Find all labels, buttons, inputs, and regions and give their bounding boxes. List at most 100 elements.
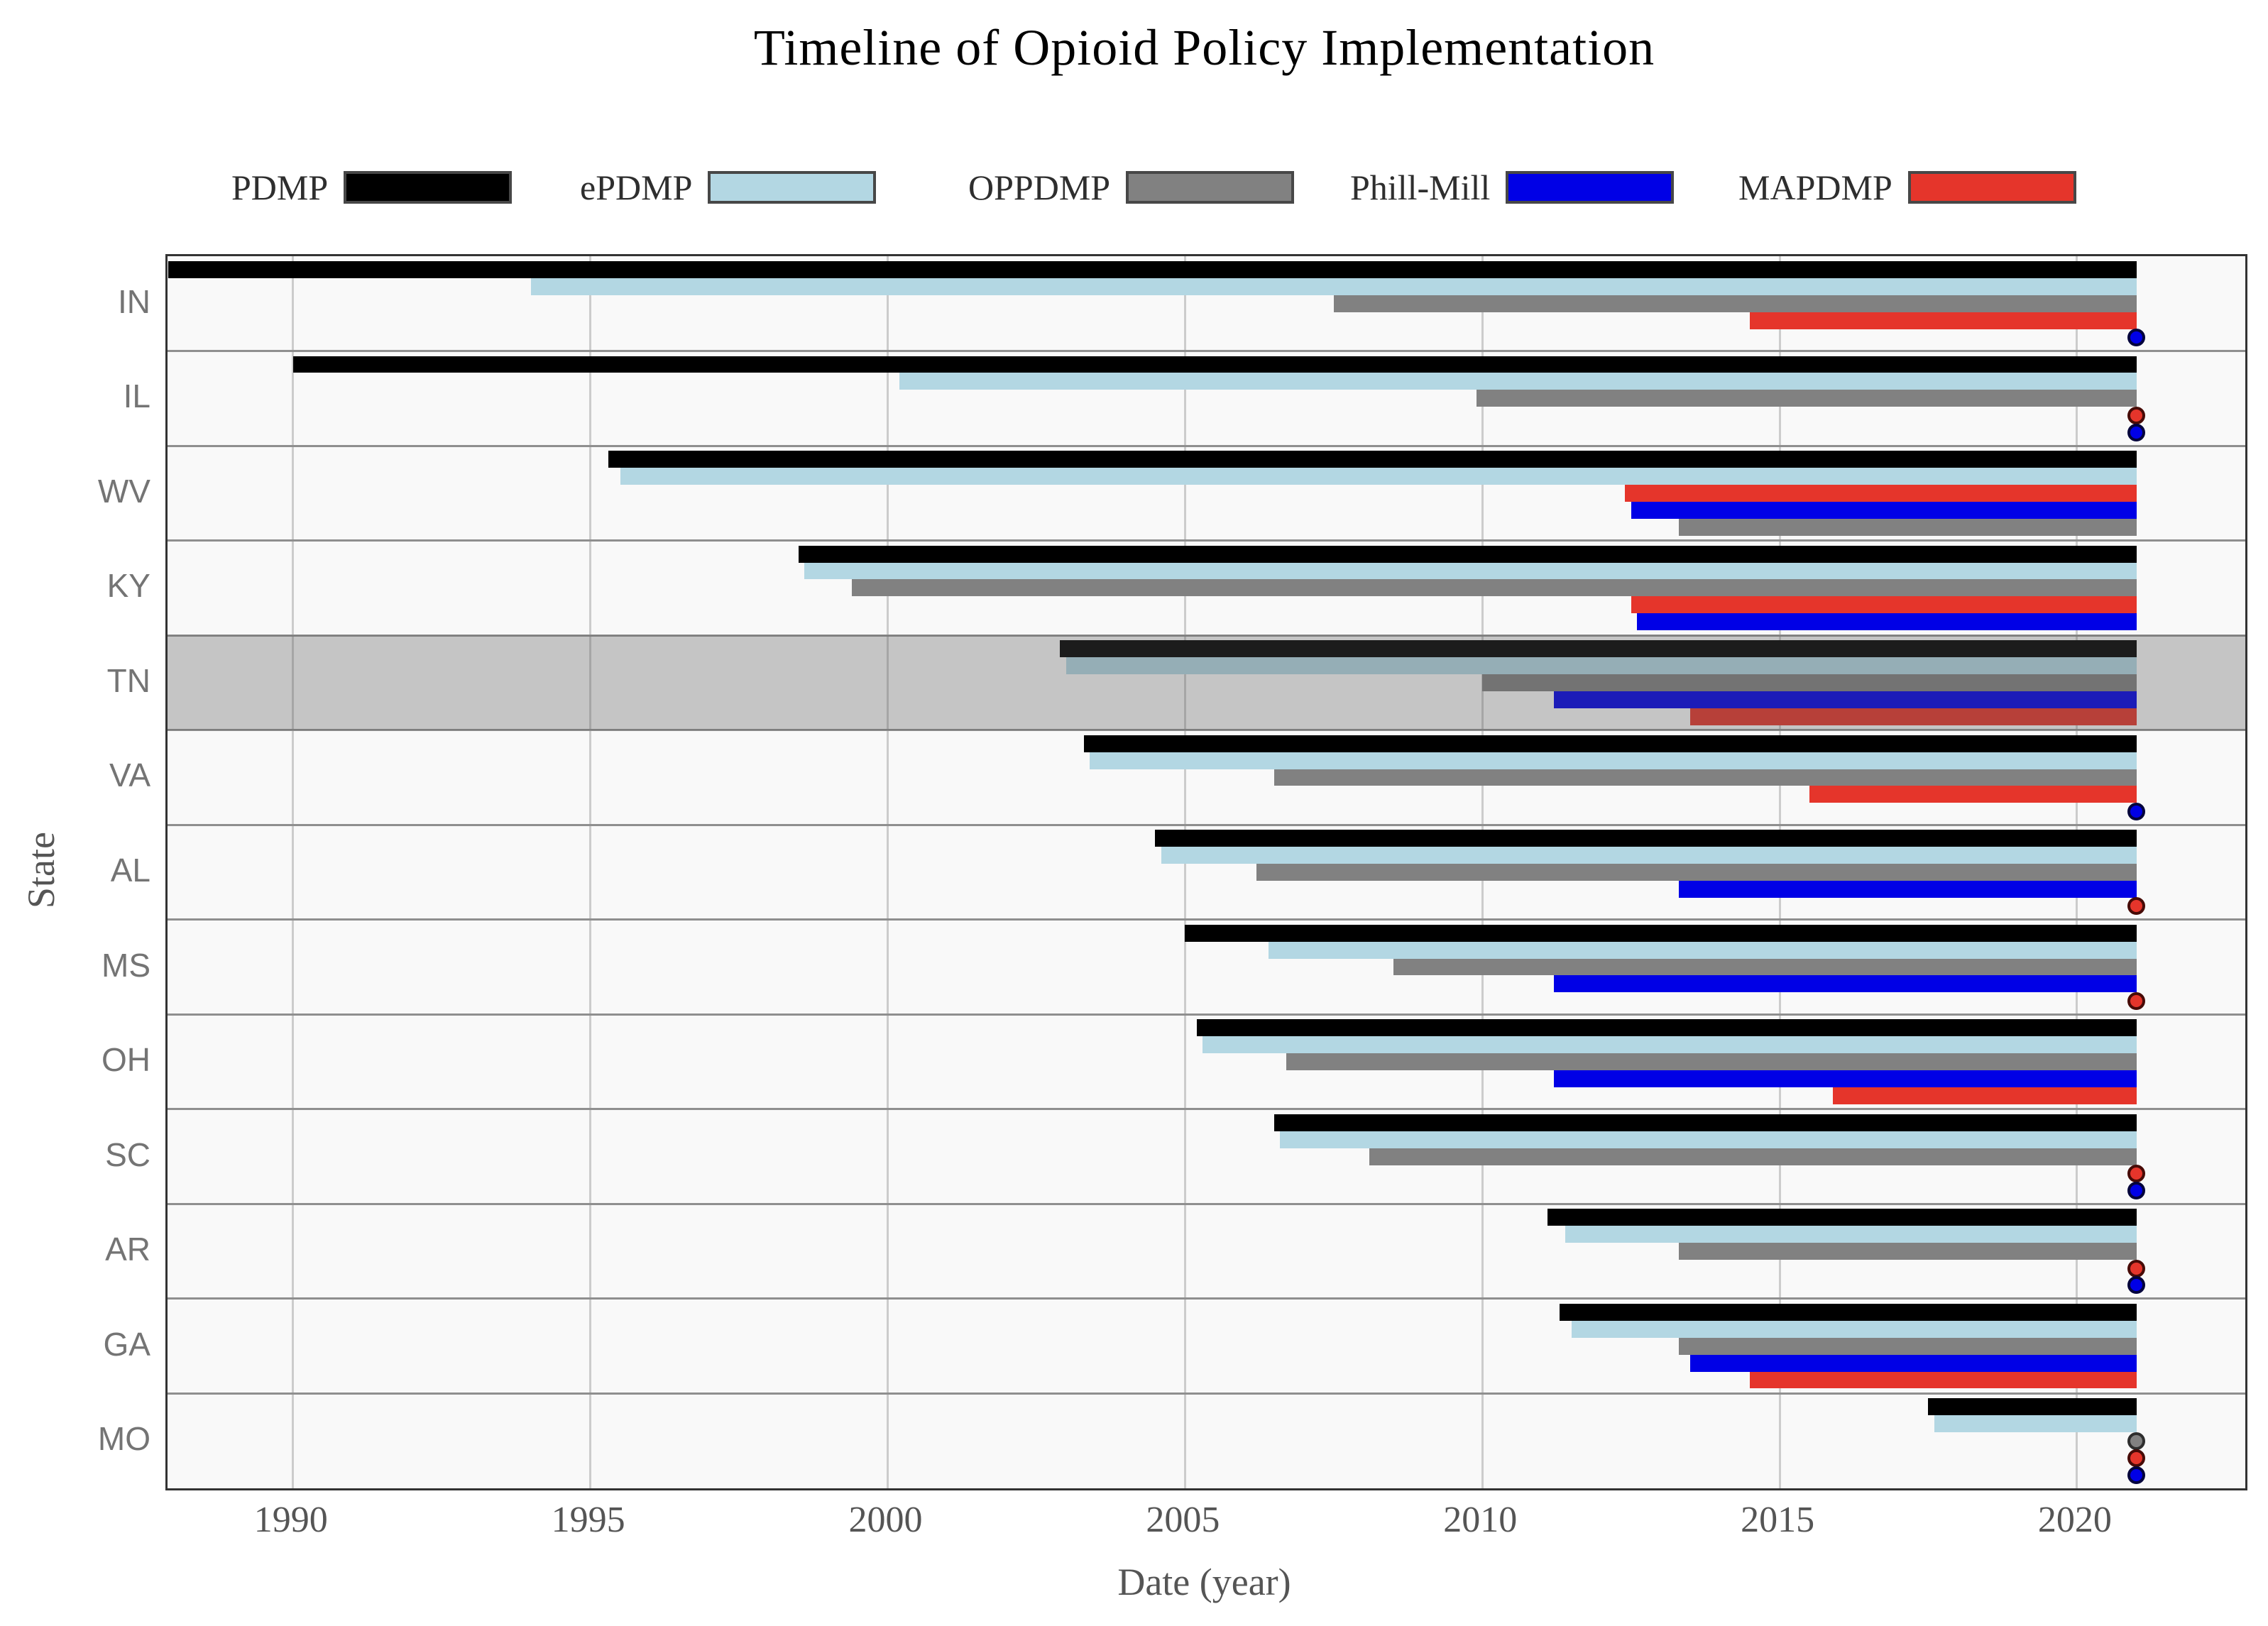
row-separator	[168, 634, 2245, 637]
bar-WV-Phill-Mill[interactable]	[1631, 501, 2137, 519]
row-separator	[168, 823, 2245, 826]
bar-WV-MAPDMP[interactable]	[1625, 484, 2137, 502]
row-separator	[168, 918, 2245, 921]
dot-SC-MAPDMP[interactable]	[2127, 1165, 2146, 1183]
bar-TN-PDMP[interactable]	[1060, 640, 2137, 658]
bar-KY-Phill-Mill[interactable]	[1637, 613, 2137, 631]
bar-VA-OPPDMP[interactable]	[1274, 769, 2137, 786]
bar-AL-ePDMP[interactable]	[1161, 847, 2137, 864]
legend-item-Phill-Mill[interactable]: Phill-Mill	[1350, 167, 1675, 207]
legend-swatch	[708, 171, 877, 204]
gridline-2005	[1183, 256, 1186, 1488]
y-tick-label-SC: SC	[105, 1136, 150, 1173]
bar-KY-PDMP[interactable]	[798, 545, 2137, 563]
highlight-overlay-TN	[168, 635, 2245, 730]
bar-VA-MAPDMP[interactable]	[1809, 786, 2137, 803]
bar-GA-MAPDMP[interactable]	[1750, 1371, 2137, 1389]
bar-IL-OPPDMP[interactable]	[1476, 390, 2137, 407]
dot-MO-Phill-Mill[interactable]	[2127, 1466, 2146, 1484]
bar-MS-PDMP[interactable]	[1185, 924, 2137, 942]
bar-AR-OPPDMP[interactable]	[1678, 1243, 2137, 1260]
bar-OH-OPPDMP[interactable]	[1286, 1053, 2137, 1071]
y-tick-label-IN: IN	[118, 282, 150, 320]
bar-WV-OPPDMP[interactable]	[1678, 518, 2137, 536]
bar-AL-PDMP[interactable]	[1155, 830, 2137, 847]
dot-IN-Phill-Mill[interactable]	[2127, 329, 2146, 347]
gridline-1990	[292, 256, 295, 1488]
dot-AR-Phill-Mill[interactable]	[2127, 1276, 2146, 1295]
bar-SC-ePDMP[interactable]	[1280, 1131, 2137, 1148]
bar-SC-OPPDMP[interactable]	[1369, 1148, 2137, 1165]
y-tick-label-AL: AL	[110, 852, 150, 889]
bar-MS-Phill-Mill[interactable]	[1553, 975, 2137, 993]
x-tick-label-2000: 2000	[848, 1500, 923, 1540]
dot-IL-MAPDMP[interactable]	[2127, 406, 2146, 424]
bar-IN-ePDMP[interactable]	[530, 278, 2137, 295]
dot-MS-MAPDMP[interactable]	[2127, 991, 2146, 1010]
y-tick-label-GA: GA	[103, 1325, 150, 1363]
bar-MS-ePDMP[interactable]	[1268, 941, 2137, 959]
bar-IN-OPPDMP[interactable]	[1333, 295, 2137, 312]
bar-TN-OPPDMP[interactable]	[1482, 674, 2137, 691]
x-tick-label-2020: 2020	[2037, 1500, 2112, 1540]
bar-WV-ePDMP[interactable]	[620, 467, 2137, 485]
legend-swatch	[344, 171, 513, 204]
bar-GA-OPPDMP[interactable]	[1678, 1337, 2137, 1355]
legend-item-MAPDMP[interactable]: MAPDMP	[1738, 167, 2076, 207]
bar-IN-PDMP[interactable]	[168, 261, 2137, 278]
bar-SC-PDMP[interactable]	[1274, 1114, 2137, 1131]
bar-MO-PDMP[interactable]	[1928, 1398, 2137, 1416]
bar-OH-MAPDMP[interactable]	[1833, 1087, 2137, 1104]
bar-IL-ePDMP[interactable]	[899, 373, 2137, 390]
legend-swatch	[1907, 171, 2076, 204]
y-tick-label-WV: WV	[97, 472, 150, 510]
legend-item-OPPDMP[interactable]: OPPDMP	[968, 167, 1295, 207]
dot-VA-Phill-Mill[interactable]	[2127, 802, 2146, 820]
bar-KY-MAPDMP[interactable]	[1631, 596, 2137, 614]
dot-IL-Phill-Mill[interactable]	[2127, 423, 2146, 441]
bar-WV-PDMP[interactable]	[608, 451, 2137, 468]
row-separator	[168, 539, 2245, 542]
bar-MS-OPPDMP[interactable]	[1393, 958, 2137, 976]
dot-MO-OPPDMP[interactable]	[2127, 1432, 2146, 1450]
bar-GA-Phill-Mill[interactable]	[1690, 1354, 2137, 1372]
bar-OH-PDMP[interactable]	[1197, 1019, 2137, 1037]
bar-OH-ePDMP[interactable]	[1203, 1036, 2137, 1054]
bar-AR-PDMP[interactable]	[1547, 1209, 2137, 1226]
legend: PDMP ePDMP OPPDMP Phill-Mill MAPDMP	[0, 0, 2268, 227]
legend-swatch	[1126, 171, 1295, 204]
bar-IL-PDMP[interactable]	[292, 356, 2137, 373]
y-tick-label-VA: VA	[109, 757, 150, 794]
bar-AL-OPPDMP[interactable]	[1256, 864, 2137, 881]
bar-AL-Phill-Mill[interactable]	[1678, 880, 2137, 898]
x-tick-label-2005: 2005	[1146, 1500, 1220, 1540]
legend-item-PDMP[interactable]: PDMP	[231, 167, 513, 207]
bar-IN-MAPDMP[interactable]	[1750, 312, 2137, 329]
bar-KY-ePDMP[interactable]	[804, 562, 2137, 580]
x-tick-label-1990: 1990	[253, 1500, 328, 1540]
bar-TN-ePDMP[interactable]	[1065, 657, 2137, 674]
chart-title: Timeline of Opioid Policy Implementation	[753, 19, 1655, 76]
row-separator	[168, 350, 2245, 353]
plot-area[interactable]	[165, 254, 2247, 1490]
bar-VA-ePDMP[interactable]	[1090, 752, 2137, 769]
bar-KY-OPPDMP[interactable]	[852, 579, 2137, 597]
dot-AR-MAPDMP[interactable]	[2127, 1259, 2146, 1278]
dot-SC-Phill-Mill[interactable]	[2127, 1181, 2146, 1199]
bar-AR-ePDMP[interactable]	[1565, 1226, 2137, 1243]
bar-TN-MAPDMP[interactable]	[1690, 708, 2137, 725]
legend-item-ePDMP[interactable]: ePDMP	[580, 167, 877, 207]
y-tick-label-AR: AR	[105, 1231, 150, 1268]
bar-GA-ePDMP[interactable]	[1571, 1320, 2137, 1338]
y-tick-label-IL: IL	[123, 378, 150, 415]
dot-AL-MAPDMP[interactable]	[2127, 897, 2146, 916]
bar-TN-Phill-Mill[interactable]	[1553, 691, 2137, 708]
row-separator	[168, 1013, 2245, 1016]
bar-OH-Phill-Mill[interactable]	[1553, 1070, 2137, 1087]
bar-MO-ePDMP[interactable]	[1934, 1415, 2137, 1433]
bar-VA-PDMP[interactable]	[1083, 735, 2137, 752]
dot-MO-MAPDMP[interactable]	[2127, 1449, 2146, 1467]
bar-GA-PDMP[interactable]	[1560, 1303, 2137, 1321]
legend-label: Phill-Mill	[1350, 167, 1491, 207]
